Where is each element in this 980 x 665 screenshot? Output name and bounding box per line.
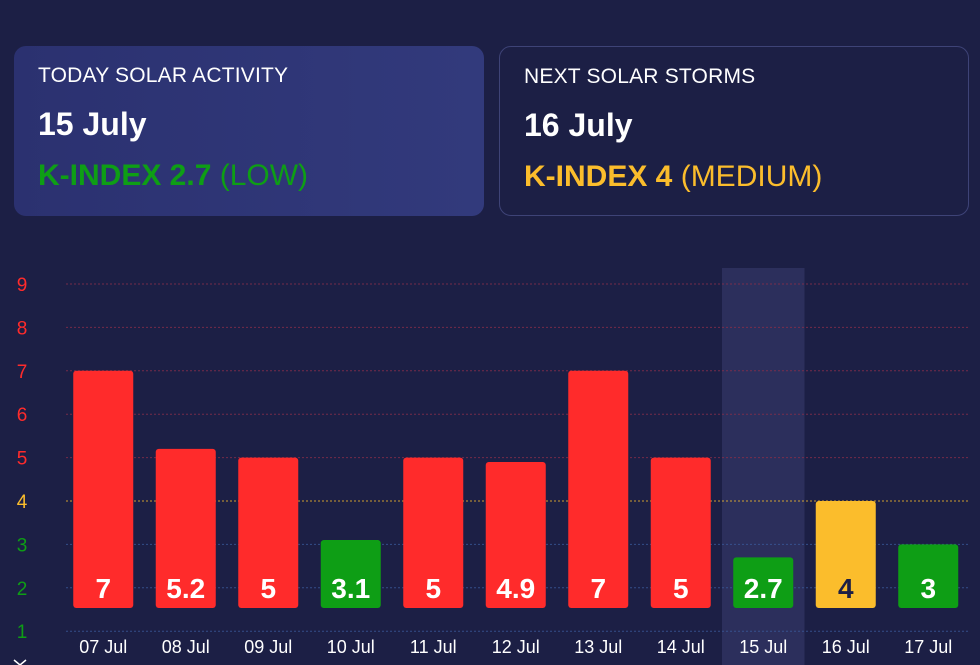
next-card-date: 16 July (524, 107, 633, 143)
x-tick-label: 11 Jul (410, 637, 457, 657)
x-tick-label: 08 Jul (162, 637, 210, 657)
x-tick-label: 12 Jul (492, 637, 540, 657)
y-tick-label: 1 (17, 622, 28, 643)
y-tick-label: 8 (17, 318, 28, 339)
bar-08-jul[interactable] (155, 448, 216, 608)
bar-09-jul[interactable] (238, 457, 299, 608)
bar-15-jul[interactable] (733, 557, 794, 608)
y-tick-label: 4 (17, 492, 28, 513)
x-tick-label: 16 Jul (822, 637, 870, 657)
bar-value-label: 4.9 (496, 573, 535, 604)
today-card-date: 15 July (38, 106, 147, 142)
today-card-title: TODAY SOLAR ACTIVITY (38, 64, 289, 87)
x-tick-label: 13 Jul (574, 637, 622, 657)
bar-value-label: 3.1 (331, 573, 370, 604)
y-tick-label: 2 (17, 579, 28, 600)
bar-14-jul[interactable] (650, 457, 711, 608)
next-storms-card[interactable]: NEXT SOLAR STORMS 16 July K-INDEX 4 (MED… (499, 46, 969, 216)
y-tick-label: 5 (17, 449, 28, 470)
y-tick-label: 3 (17, 535, 28, 556)
bar-value-label: 2.7 (744, 573, 783, 604)
today-kindex: K-INDEX 2.7 (LOW) (38, 159, 460, 193)
bar-value-label: 5 (260, 573, 276, 604)
kindex-bar-chart: 1 2 3 4 5 6 7 8 9 7 07 Jul 5.2 08 Jul 5 09 Jul 3.1 10 Ju… (13, 268, 970, 665)
y-tick-label: 9 (17, 275, 28, 296)
y-tick-label: 6 (17, 405, 28, 426)
bar-value-label: 3 (920, 573, 936, 604)
x-tick-label: 15 Jul (739, 637, 787, 657)
next-kindex-level: (MEDIUM) (680, 160, 823, 193)
bar-value-label: 5.2 (166, 573, 205, 604)
y-tick-label: 7 (17, 362, 28, 383)
x-tick-label: 10 Jul (327, 637, 375, 657)
next-kindex: K-INDEX 4 (MEDIUM) (524, 160, 944, 194)
today-activity-card: TODAY SOLAR ACTIVITY 15 July K-INDEX 2.7… (14, 46, 484, 216)
x-tick-label: 17 Jul (904, 637, 952, 657)
today-kindex-level: (LOW) (219, 159, 309, 192)
bar-value-label: 5 (673, 573, 689, 604)
bar-11-jul[interactable] (403, 457, 464, 608)
bar-value-label: 5 (425, 573, 441, 604)
bar-value-label: 7 (590, 573, 606, 604)
bar-17-jul[interactable] (898, 544, 959, 608)
chevron-down-icon[interactable] (13, 659, 27, 665)
next-card-title: NEXT SOLAR STORMS (524, 65, 756, 88)
x-tick-label: 07 Jul (79, 637, 127, 657)
bar-10-jul[interactable] (320, 540, 381, 608)
next-kindex-value: K-INDEX 4 (524, 160, 673, 193)
bar-13-jul[interactable] (568, 370, 629, 608)
today-kindex-value: K-INDEX 2.7 (38, 159, 212, 192)
bar-value-label: 4 (838, 573, 854, 604)
x-tick-label: 09 Jul (244, 637, 292, 657)
bar-16-jul[interactable] (815, 501, 876, 608)
bar-12-jul[interactable] (485, 461, 546, 608)
x-tick-label: 14 Jul (657, 637, 705, 657)
bar-07-jul[interactable] (73, 370, 134, 608)
bar-value-label: 7 (95, 573, 111, 604)
